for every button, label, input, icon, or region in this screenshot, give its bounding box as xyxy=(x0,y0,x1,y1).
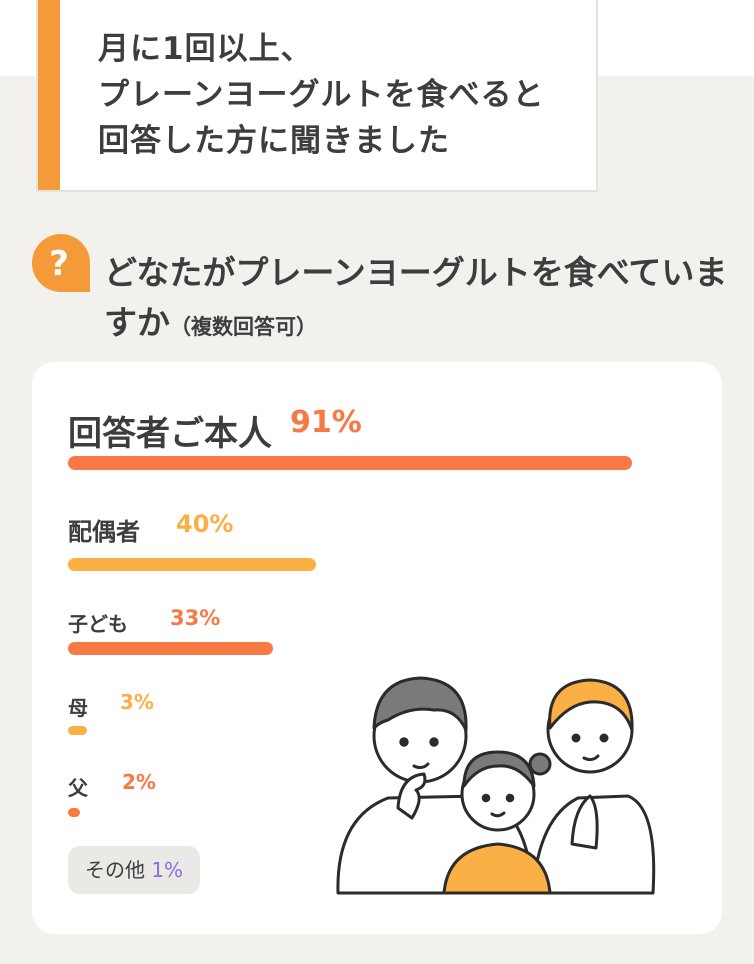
title-line-3: 回答した方に聞きました xyxy=(98,123,450,159)
bar-value-0: 91% xyxy=(290,405,362,440)
bar-label-2: 子ども xyxy=(68,612,128,636)
bar-label-0: 回答者ご本人 xyxy=(68,414,272,454)
bar-label-3: 母 xyxy=(68,696,88,720)
bar-value-4: 2% xyxy=(122,770,156,794)
other-pct: 1% xyxy=(151,858,184,882)
bar-value-1: 40% xyxy=(176,510,234,538)
bar-label-1: 配偶者 xyxy=(68,518,140,546)
title-line-1: 月に1回以上、 xyxy=(98,31,313,67)
question-mark-icon: ? xyxy=(31,234,90,292)
bar-1 xyxy=(68,558,316,571)
question-note: （複数回答可） xyxy=(170,315,317,339)
chart-card: 回答者ご本人 91% 配偶者 40% 子ども 33% 母 3% 父 2% その他 1% xyxy=(32,362,722,934)
other-label: その他 xyxy=(84,858,145,882)
bar-4 xyxy=(68,808,81,817)
title-accent-bar xyxy=(38,0,60,190)
bar-3 xyxy=(68,726,87,735)
question-main: どなたがプレーンヨーグルトを食べていますか xyxy=(104,253,728,342)
svg-text:?: ? xyxy=(49,244,69,284)
bar-value-2: 33% xyxy=(170,606,221,630)
bar-0 xyxy=(68,456,633,470)
title-line-2: プレーンヨーグルトを食べると xyxy=(98,77,545,113)
bar-2 xyxy=(68,642,273,655)
question-text: どなたがプレーンヨーグルトを食べていますか（複数回答可） xyxy=(104,248,744,352)
family-illustration-icon xyxy=(336,676,656,895)
page-title: 月に1回以上、 プレーンヨーグルトを食べると 回答した方に聞きました xyxy=(98,26,544,164)
title-box: 月に1回以上、 プレーンヨーグルトを食べると 回答した方に聞きました xyxy=(36,0,598,192)
bar-value-3: 3% xyxy=(120,690,154,714)
other-badge: その他 1% xyxy=(68,846,200,894)
bar-label-4: 父 xyxy=(68,776,88,800)
